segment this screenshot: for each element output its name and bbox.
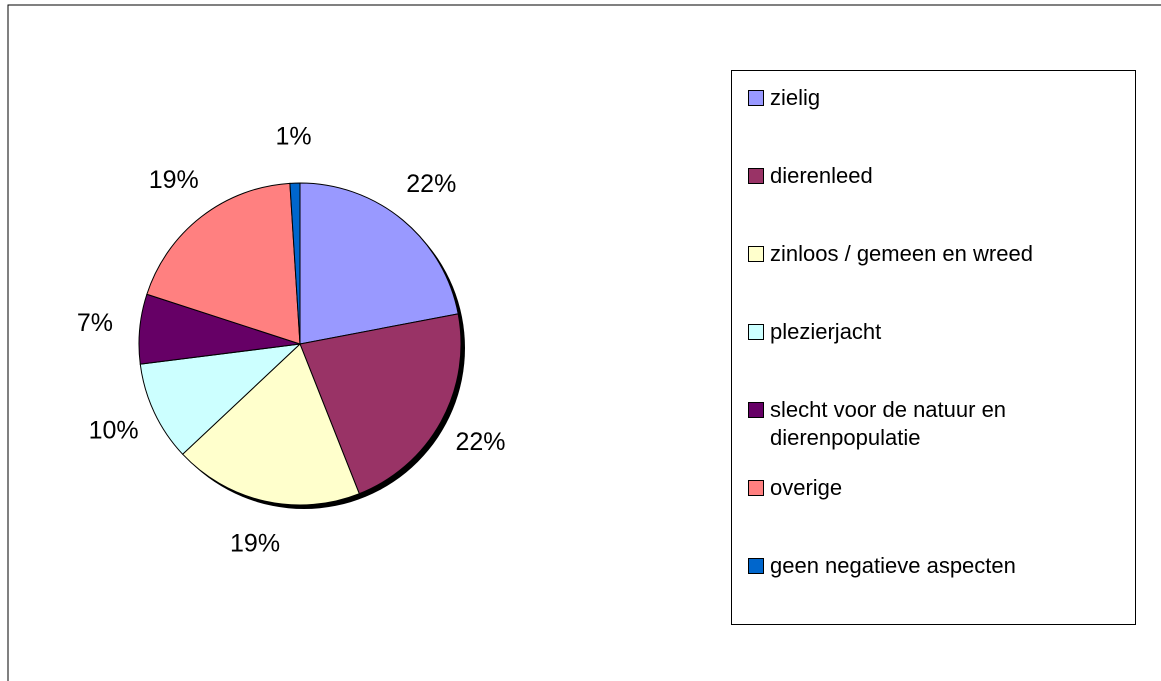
legend-swatch [748, 324, 764, 340]
legend-swatch [748, 480, 764, 496]
pie-slice [289, 182, 301, 345]
legend-swatch [748, 168, 764, 184]
legend-label: overige [770, 475, 843, 500]
data-label: 1% [275, 123, 311, 151]
pie-slice [146, 182, 301, 345]
data-label: 22% [455, 428, 505, 456]
data-label: 19% [149, 166, 199, 194]
data-label: 19% [230, 530, 280, 558]
pie-slice [299, 313, 462, 495]
legend-swatch [748, 90, 764, 106]
legend-label: dierenleed [770, 163, 873, 188]
data-label: 22% [406, 170, 456, 198]
legend-label: slecht voor de natuur en dierenpopulatie [770, 397, 1007, 450]
legend: zielig dierenleed zinloos / gemeen en wree… [731, 70, 1136, 625]
legend-swatch [748, 402, 764, 418]
pie-slice [299, 182, 459, 345]
legend-label: zielig [770, 85, 821, 110]
legend-label: geen negatieve aspecten [770, 553, 1016, 578]
legend-swatch [748, 558, 764, 574]
chart-frame [7, 4, 1161, 681]
legend-item: overige [748, 474, 1118, 502]
legend-label: zinloos / gemeen en wreed [770, 241, 1033, 266]
pie-slice [181, 343, 360, 506]
legend-swatch [748, 246, 764, 262]
legend-item: geen negatieve aspecten [748, 552, 1118, 580]
pie-slice [139, 343, 302, 455]
data-label: 10% [89, 416, 139, 444]
legend-item: slecht voor de natuur en dierenpopulatie [748, 396, 1118, 452]
legend-item: zinloos / gemeen en wreed [748, 240, 1118, 268]
data-label: 7% [77, 309, 113, 337]
legend-label: plezierjacht [770, 319, 882, 344]
legend-item: dierenleed [748, 162, 1118, 190]
legend-item: plezierjacht [748, 318, 1118, 346]
legend-item: zielig [748, 84, 1118, 112]
